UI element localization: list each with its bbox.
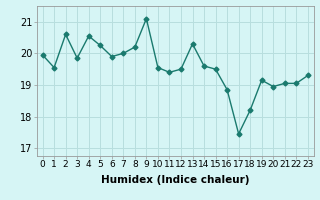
X-axis label: Humidex (Indice chaleur): Humidex (Indice chaleur): [101, 175, 250, 185]
